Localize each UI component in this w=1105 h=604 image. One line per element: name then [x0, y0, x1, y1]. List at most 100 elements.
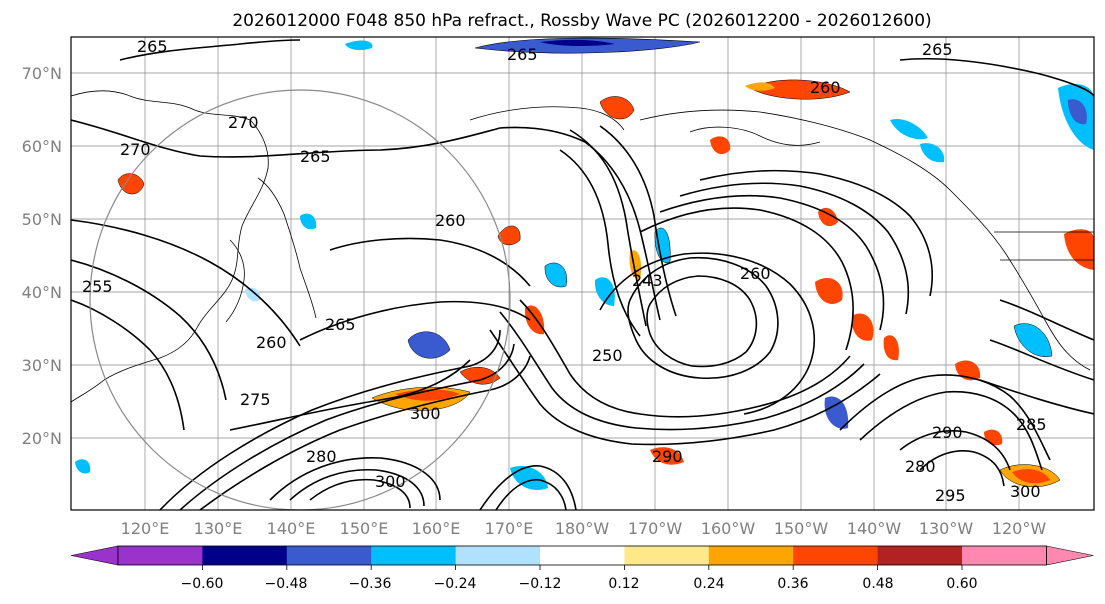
coastline [689, 126, 821, 146]
contour-label: 275 [240, 390, 271, 409]
contour-label: 290 [652, 447, 683, 466]
shaded-patch [540, 39, 615, 47]
colorbar-extend-left [70, 545, 119, 566]
shaded-patch [1012, 469, 1050, 484]
latitude-labels: 70°N 60°N 50°N 40°N 30°N 20°N [22, 64, 62, 448]
contour-line [859, 390, 1043, 471]
coastline [639, 109, 1091, 371]
lat-label: 30°N [22, 356, 62, 375]
colorbar-tick-label: 0.12 [608, 576, 639, 592]
contour-line [659, 194, 885, 331]
contour-label: 280 [306, 447, 337, 466]
contour-label: 260 [810, 78, 841, 97]
contour-label: 300 [410, 404, 441, 423]
graticule [71, 37, 1094, 510]
contour-labels: 265 265 260 260 270 270 265 255 260 265 … [82, 37, 1047, 505]
longitude-labels: 120°E 130°E 140°E 150°E 160°E 170°E 180°… [121, 519, 1047, 538]
lon-label: 140°W [847, 519, 902, 538]
lon-label: 180°W [555, 519, 610, 538]
contour-line [519, 299, 851, 418]
lon-label: 170°E [485, 519, 534, 538]
contour-line [639, 207, 854, 351]
projection-outline [89, 89, 511, 510]
shaded-patch [920, 143, 945, 163]
lon-label: 170°W [628, 519, 683, 538]
map-background [71, 37, 1094, 510]
contour-line [699, 169, 933, 297]
contour-line [299, 300, 531, 341]
colorbar-segment [455, 546, 541, 565]
colorbar [70, 545, 1094, 570]
lat-label: 70°N [22, 64, 62, 83]
colorbar-tick-label: −0.24 [434, 576, 477, 592]
shaded-patch [1068, 99, 1087, 125]
contour-label: 270 [228, 113, 259, 132]
contour-layer [71, 39, 1094, 510]
contour-line [919, 450, 1005, 487]
contour-label: 300 [1010, 482, 1041, 501]
colorbar-tick-labels: −0.60 −0.48 −0.36 −0.24 −0.12 0.12 0.24 … [181, 576, 978, 592]
shaded-patch [407, 331, 451, 359]
shaded-patch [650, 447, 684, 465]
colorbar-segment [371, 546, 457, 565]
contour-label: 265 [325, 315, 356, 334]
contour-line [646, 275, 758, 368]
coastline [71, 90, 269, 403]
contour-line [569, 129, 647, 327]
contour-line [599, 252, 816, 415]
lon-label: 160°W [701, 519, 756, 538]
shaded-patch [824, 396, 849, 429]
contour-line [627, 256, 779, 380]
shaded-patch [459, 366, 501, 385]
contour-label: 290 [932, 423, 963, 442]
contour-line [289, 468, 425, 507]
colorbar-outline [117, 545, 1047, 566]
contour-label: 300 [375, 472, 406, 491]
contour-label: 265 [137, 37, 168, 56]
shaded-patch [544, 262, 567, 288]
colorbar-segment [118, 546, 203, 565]
shaded-patch [749, 79, 851, 100]
colorbar-segment [877, 546, 963, 565]
shaded-patch [654, 227, 671, 264]
contour-line [989, 339, 1094, 381]
contour-line [71, 299, 185, 431]
coastline [257, 177, 317, 319]
contour-label: 260 [435, 211, 466, 230]
colorbar-extend-right [1046, 545, 1094, 566]
shaded-patch [117, 173, 145, 195]
contour-label: 265 [922, 40, 953, 59]
colorbar-tick-label: −0.48 [265, 576, 308, 592]
contour-line [559, 149, 641, 337]
lon-label: 130°E [194, 519, 243, 538]
contour-line [71, 219, 301, 347]
contour-label: 295 [935, 486, 966, 505]
lon-label: 120°W [992, 519, 1047, 538]
colorbar-tick-label: −0.60 [181, 576, 224, 592]
colorbar-segment [624, 546, 710, 565]
shaded-patch [890, 118, 928, 140]
shaded-patch [395, 389, 460, 401]
contour-line [269, 457, 441, 501]
contour-line [899, 430, 1011, 471]
shaded-patch [818, 207, 838, 227]
map-frame [70, 36, 1095, 511]
lon-label: 150°E [340, 519, 389, 538]
lon-label: 150°W [774, 519, 829, 538]
shaded-patch [883, 335, 899, 361]
contour-label: 285 [1016, 415, 1047, 434]
shaded-patch [851, 313, 874, 341]
lon-label: 160°E [412, 519, 461, 538]
contour-line [599, 125, 677, 317]
lon-label: 130°W [919, 519, 974, 538]
contour-line [199, 355, 531, 510]
colorbar-tick-label: 0.48 [862, 576, 893, 592]
lon-label: 140°E [267, 519, 316, 538]
colorbar-tick-label: 0.24 [693, 576, 724, 592]
colorbar-segment [202, 546, 288, 565]
contour-label: 265 [300, 147, 331, 166]
contour-label: 270 [120, 140, 151, 159]
lat-label: 20°N [22, 429, 62, 448]
coastline [469, 106, 625, 131]
